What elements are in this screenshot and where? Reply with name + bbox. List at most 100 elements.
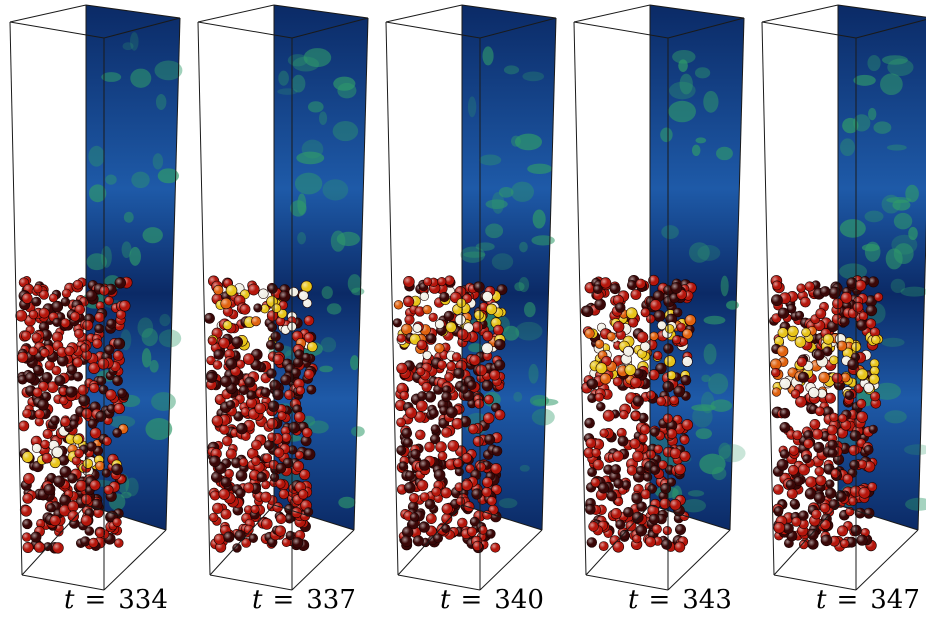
- particle-highlight: [20, 505, 32, 517]
- particle-highlight: [434, 343, 445, 354]
- particle-highlight: [482, 291, 493, 302]
- slice-patch: [152, 153, 164, 170]
- slice-patch: [518, 276, 530, 293]
- particle-highlight: [30, 531, 42, 543]
- particle-highlight: [809, 419, 820, 430]
- particle-highlight: [814, 492, 825, 504]
- particle-highlight: [67, 510, 79, 522]
- particle-highlight: [49, 515, 61, 526]
- particle-highlight: [275, 316, 285, 326]
- particle-highlight: [404, 315, 415, 325]
- particle-highlight: [486, 303, 497, 315]
- particle-highlight: [302, 298, 312, 308]
- particle-highlight: [633, 368, 644, 379]
- slice-patch: [498, 498, 518, 509]
- particle-highlight: [206, 372, 217, 383]
- particle-highlight: [447, 440, 459, 452]
- particle-highlight: [840, 420, 851, 431]
- particle-highlight: [455, 314, 466, 325]
- particle-highlight: [599, 428, 609, 438]
- slice-patch: [886, 144, 907, 151]
- particle-highlight: [815, 406, 825, 416]
- slice-patch: [718, 442, 732, 460]
- particle-highlight: [456, 298, 466, 308]
- particle-highlight: [593, 459, 604, 471]
- particle-highlight: [482, 331, 493, 342]
- particle-highlight: [256, 472, 267, 482]
- panel-2-render: [197, 4, 369, 591]
- particle-highlight: [82, 320, 93, 331]
- particle-highlight: [774, 336, 784, 346]
- particle-highlight: [119, 300, 131, 312]
- slice-patch: [88, 184, 107, 203]
- particle-highlight: [595, 362, 607, 374]
- particle-highlight: [787, 326, 799, 337]
- particle-highlight: [42, 429, 53, 439]
- slice-patch: [105, 174, 117, 185]
- particle-highlight: [874, 292, 883, 302]
- particle-highlight: [307, 341, 318, 352]
- particle-highlight: [490, 542, 500, 553]
- particle-highlight: [474, 399, 484, 409]
- particle-highlight: [29, 346, 38, 356]
- particle-highlight: [648, 369, 660, 380]
- slice-patch: [691, 144, 701, 156]
- particle-highlight: [774, 506, 783, 516]
- particle-highlight: [266, 418, 278, 429]
- particle-highlight: [21, 293, 33, 304]
- slice-patch: [154, 60, 183, 81]
- particle-highlight: [435, 441, 447, 453]
- particle-highlight: [208, 336, 217, 346]
- particle-highlight: [22, 493, 33, 504]
- panel-2: t = 337: [188, 0, 373, 620]
- slice-patch: [528, 363, 539, 384]
- slice-patch: [157, 168, 179, 184]
- box-edge: [773, 504, 839, 576]
- particle-highlight: [292, 537, 303, 549]
- box-edge: [353, 17, 369, 531]
- slice-patch: [303, 48, 332, 68]
- particle-highlight: [805, 488, 817, 500]
- particle-highlight: [617, 435, 629, 447]
- caption-4: t = 343: [628, 583, 748, 617]
- slice-patch: [527, 163, 553, 175]
- particle-highlight: [58, 386, 68, 396]
- particle-highlight: [653, 351, 663, 360]
- particle-highlight: [275, 525, 286, 537]
- slice-patch: [881, 55, 908, 65]
- particle-highlight: [640, 341, 650, 352]
- particle-highlight: [304, 507, 313, 517]
- particle-highlight: [813, 442, 825, 453]
- slice-patch: [531, 235, 555, 246]
- particle-highlight: [484, 394, 494, 405]
- slice-patch: [890, 278, 906, 294]
- particle-highlight: [836, 340, 847, 351]
- particle-highlight: [80, 536, 91, 547]
- particle-highlight: [94, 312, 105, 323]
- particle-highlight: [481, 342, 493, 354]
- box-edge: [209, 504, 275, 576]
- particle-highlight: [829, 412, 839, 422]
- particle-highlight: [493, 325, 504, 335]
- particle-highlight: [445, 321, 457, 333]
- particle-highlight: [243, 482, 254, 493]
- particle-highlight: [796, 283, 806, 293]
- particle-highlight: [582, 305, 593, 317]
- particle-highlight: [838, 414, 847, 423]
- particle-highlight: [59, 466, 72, 478]
- particle-highlight: [15, 310, 27, 322]
- particle-highlight: [771, 294, 783, 306]
- particle-highlight: [88, 362, 100, 374]
- slice-patch: [853, 74, 876, 86]
- particle-highlight: [439, 350, 449, 360]
- box-edge: [397, 574, 481, 591]
- slice-patch: [710, 399, 733, 412]
- particle-highlight: [669, 395, 679, 405]
- particle-highlight: [234, 530, 246, 541]
- particle-highlight: [52, 318, 62, 327]
- box-edge: [461, 504, 543, 531]
- particle-highlight: [25, 372, 36, 383]
- particle-highlight: [837, 525, 848, 537]
- particle-highlight: [114, 538, 124, 548]
- particle-highlight: [623, 507, 634, 518]
